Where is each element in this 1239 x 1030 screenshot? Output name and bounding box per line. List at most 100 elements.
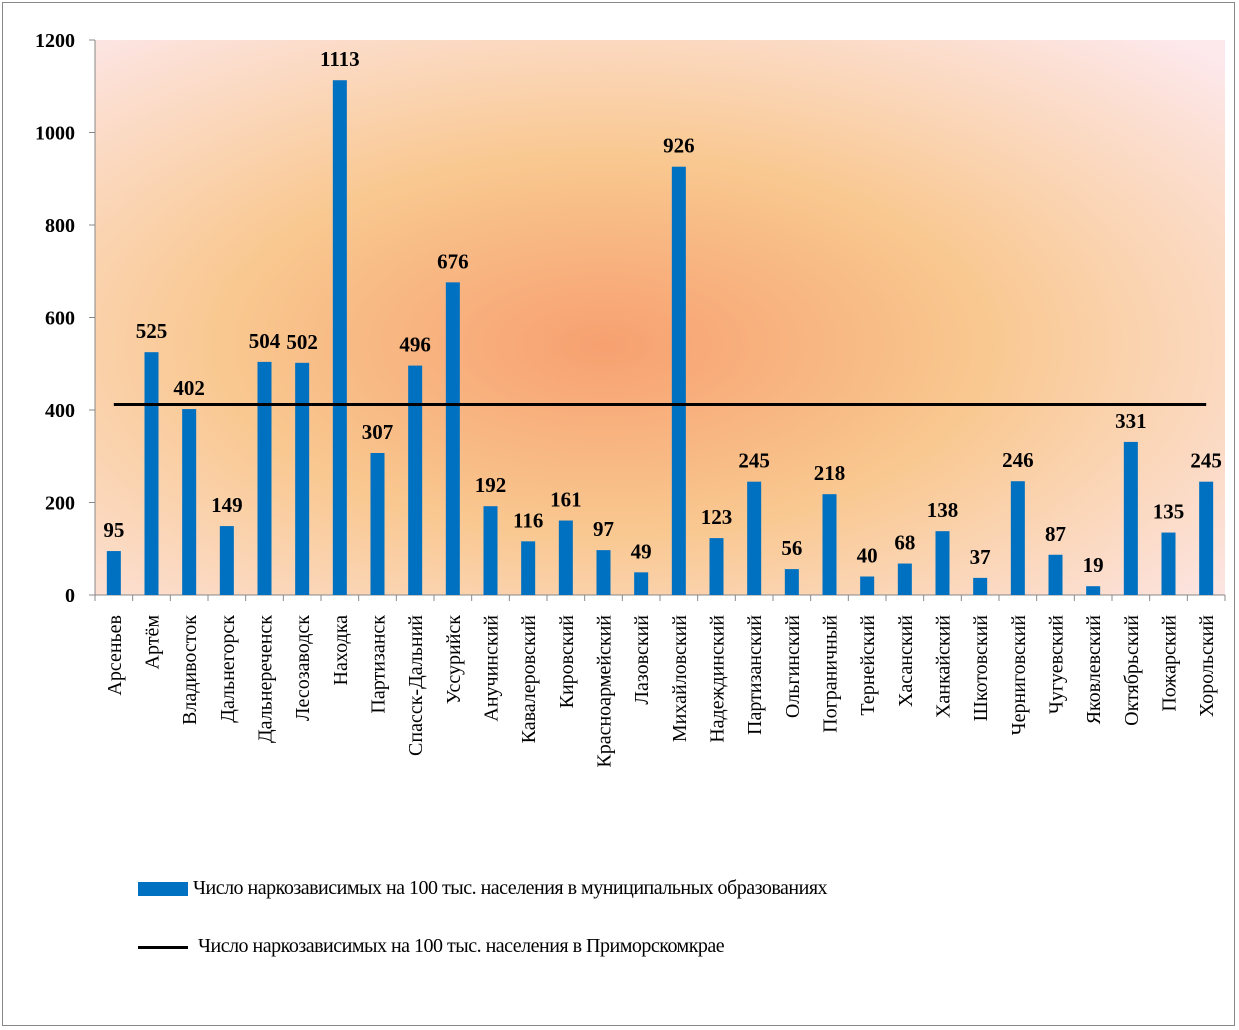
plot-background xyxy=(95,40,1225,595)
bar xyxy=(935,531,950,595)
data-label: 138 xyxy=(927,498,959,522)
x-tick-label: Партизанский xyxy=(744,615,766,735)
bar xyxy=(1048,554,1063,595)
x-tick-label: Находка xyxy=(330,615,352,686)
x-tick-label: Ольгинский xyxy=(782,615,804,718)
data-label: 37 xyxy=(970,545,991,569)
data-label: 68 xyxy=(894,531,915,555)
bar xyxy=(558,520,573,595)
bar xyxy=(521,541,536,595)
x-tick-label: Лесозаводск xyxy=(292,615,314,721)
x-tick-label: Анучинский xyxy=(481,615,503,722)
x-tick-label: Красноармейский xyxy=(594,615,616,768)
x-tick-label: Кавалеровский xyxy=(518,615,540,744)
x-tick-label: Хасанский xyxy=(895,615,917,707)
x-tick-label: Кировский xyxy=(556,615,578,709)
y-tick-label: 200 xyxy=(45,493,75,515)
bar xyxy=(822,494,837,595)
data-label: 502 xyxy=(286,330,318,354)
x-tick-label: Партизанск xyxy=(368,615,390,714)
bar xyxy=(747,481,762,595)
data-label: 161 xyxy=(550,488,582,512)
x-tick-label: Арсеньев xyxy=(104,615,126,696)
legend-label: Число наркозависимых на 100 тыс. населен… xyxy=(198,935,725,957)
bar xyxy=(784,569,799,595)
data-label: 192 xyxy=(475,473,507,497)
data-label: 504 xyxy=(249,329,281,353)
data-label: 97 xyxy=(593,517,614,541)
data-label: 307 xyxy=(362,420,394,444)
data-label: 245 xyxy=(1190,449,1222,473)
x-tick-label: Пожарский xyxy=(1159,615,1181,712)
bar xyxy=(445,282,460,595)
legend-label: Число наркозависимых на 100 тыс. населен… xyxy=(193,877,828,899)
x-tick-label: Хорольский xyxy=(1196,615,1218,717)
x-tick-label: Черниговский xyxy=(1008,615,1030,736)
bar xyxy=(1123,441,1138,595)
bar xyxy=(332,80,347,596)
data-label: 95 xyxy=(103,518,124,542)
x-tick-label: Артём xyxy=(142,615,164,670)
x-tick-label: Октябрьский xyxy=(1121,615,1143,726)
data-label: 246 xyxy=(1002,448,1034,472)
data-label: 123 xyxy=(701,505,733,529)
y-tick-label: 800 xyxy=(45,215,75,237)
data-label: 87 xyxy=(1045,522,1066,546)
bar xyxy=(257,361,272,595)
x-tick-label: Уссурийск xyxy=(443,615,465,705)
x-tick-label: Лазовский xyxy=(631,615,653,705)
x-tick-label: Михайловский xyxy=(669,615,691,742)
x-tick-label: Спасск-Дальний xyxy=(405,615,427,756)
bar xyxy=(1199,481,1214,595)
bar xyxy=(182,409,197,595)
legend-swatch xyxy=(138,882,188,896)
bar xyxy=(860,576,875,595)
bar xyxy=(295,362,310,595)
x-tick-label: Пограничный xyxy=(820,615,842,733)
data-label: 926 xyxy=(663,134,695,158)
y-tick-label: 1000 xyxy=(35,123,75,145)
y-tick-label: 0 xyxy=(65,585,75,607)
data-label: 1113 xyxy=(320,47,360,71)
data-label: 40 xyxy=(857,544,878,568)
bar xyxy=(483,506,498,595)
bar xyxy=(1086,586,1101,595)
x-tick-label: Надеждинский xyxy=(707,615,729,743)
bar xyxy=(1010,481,1025,595)
data-label: 49 xyxy=(631,539,652,563)
x-tick-label: Яковлевский xyxy=(1083,615,1105,725)
x-tick-label: Чугуевский xyxy=(1046,615,1068,714)
data-label: 402 xyxy=(173,376,205,400)
data-label: 135 xyxy=(1153,500,1185,524)
data-label: 19 xyxy=(1083,553,1104,577)
y-tick-label: 600 xyxy=(45,308,75,330)
bar xyxy=(897,563,912,595)
y-tick-label: 400 xyxy=(45,400,75,422)
x-tick-label: Тернейский xyxy=(857,615,879,716)
x-tick-label: Владивосток xyxy=(179,615,201,725)
data-label: 331 xyxy=(1115,409,1147,433)
bar xyxy=(634,572,649,595)
data-label: 56 xyxy=(781,536,802,560)
x-tick-label: Дальнегорск xyxy=(217,615,239,723)
data-label: 245 xyxy=(738,449,770,473)
bar xyxy=(709,538,724,595)
bar xyxy=(1161,532,1176,595)
x-tick-label: Шкотовский xyxy=(970,615,992,722)
bar xyxy=(973,577,988,595)
bar xyxy=(106,551,121,595)
data-label: 525 xyxy=(136,319,168,343)
bar xyxy=(370,453,385,595)
bar xyxy=(144,352,159,595)
data-label: 218 xyxy=(814,461,846,485)
data-label: 676 xyxy=(437,249,469,273)
bar xyxy=(596,550,611,595)
data-label: 496 xyxy=(399,333,431,357)
bar xyxy=(671,166,686,595)
legend-swatch xyxy=(138,946,188,949)
data-label: 149 xyxy=(211,493,243,517)
x-tick-label: Ханкайский xyxy=(933,615,955,718)
y-tick-label: 1200 xyxy=(35,30,75,52)
